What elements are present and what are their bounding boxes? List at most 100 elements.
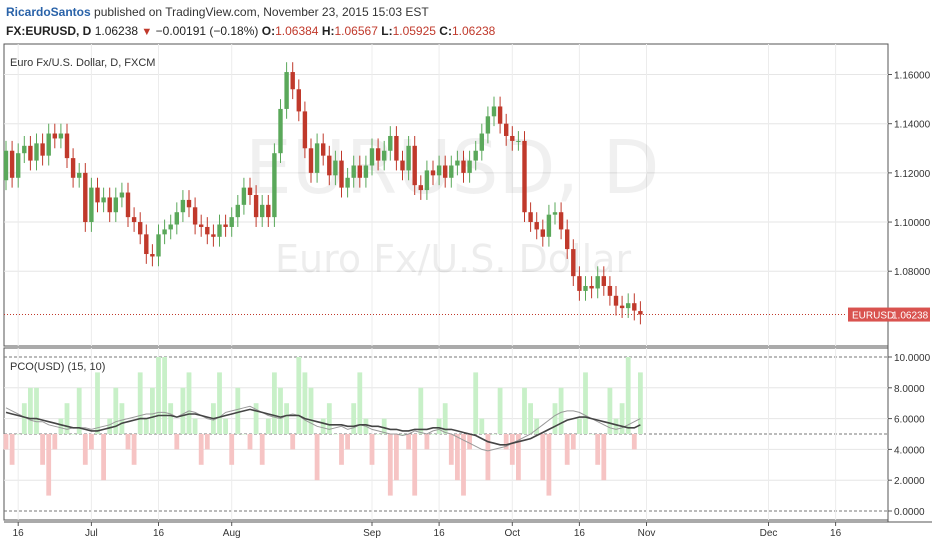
pco-bar bbox=[150, 387, 155, 434]
pco-bar bbox=[400, 434, 405, 435]
price-pane-title: Euro Fx/U.S. Dollar, D, FXCM bbox=[10, 57, 155, 69]
candle-body bbox=[168, 224, 173, 230]
candle-body bbox=[589, 285, 594, 289]
pco-bar bbox=[40, 434, 45, 465]
pco-bar bbox=[125, 434, 131, 450]
indicator-pane-title: PCO(USD) (15, 10) bbox=[10, 361, 105, 373]
pco-bar bbox=[76, 387, 82, 434]
pco-bar bbox=[265, 418, 271, 434]
candle-body bbox=[369, 148, 375, 166]
candle-body bbox=[613, 295, 619, 306]
pco-bar bbox=[442, 403, 448, 434]
candle-body bbox=[558, 212, 564, 230]
pco-bar bbox=[235, 387, 241, 434]
author-link[interactable]: RicardoSantos bbox=[6, 5, 91, 19]
pco-bar bbox=[339, 434, 344, 465]
pco-bar bbox=[448, 434, 454, 465]
high-value: 1.06567 bbox=[334, 24, 378, 38]
candles bbox=[3, 62, 643, 325]
candle-body bbox=[162, 229, 167, 235]
pco-bar bbox=[9, 434, 15, 465]
candle-body bbox=[443, 165, 448, 178]
candle-body bbox=[510, 135, 515, 141]
time-tick-label: 16 bbox=[153, 528, 165, 539]
candle-body bbox=[540, 229, 545, 237]
pco-bar bbox=[95, 372, 100, 434]
pco-bar bbox=[290, 434, 296, 450]
time-tick-label: Sep bbox=[363, 528, 381, 539]
candle-body bbox=[272, 153, 277, 218]
pco-bar bbox=[58, 418, 64, 434]
pco-bar bbox=[638, 372, 643, 434]
open-label: O: bbox=[261, 24, 276, 38]
candle-body bbox=[497, 106, 503, 124]
candle-body bbox=[89, 187, 94, 223]
time-tick-label: 16 bbox=[830, 528, 842, 539]
candle-body bbox=[46, 133, 51, 156]
candle-body bbox=[131, 217, 137, 223]
candle-body bbox=[52, 133, 57, 139]
candle-body bbox=[504, 123, 509, 136]
pco-bar bbox=[64, 403, 70, 434]
candle-body bbox=[406, 145, 411, 171]
pco-bar bbox=[198, 434, 204, 465]
time-tick-label: Nov bbox=[638, 528, 656, 539]
pco-bar bbox=[296, 357, 302, 434]
candle-body bbox=[205, 226, 210, 235]
pco-bar bbox=[204, 434, 210, 450]
high-label: H: bbox=[321, 24, 335, 38]
pco-bar bbox=[259, 434, 265, 465]
pco-bar bbox=[284, 403, 289, 434]
publish-line: RicardoSantos published on TradingView.c… bbox=[6, 5, 429, 19]
pco-bar bbox=[583, 372, 588, 434]
candle-body bbox=[436, 165, 442, 176]
candle-body bbox=[186, 199, 192, 208]
candle-body bbox=[412, 145, 417, 186]
pco-bar bbox=[619, 403, 625, 434]
candle-body bbox=[528, 212, 533, 223]
candle-body bbox=[357, 165, 362, 178]
pco-bar bbox=[137, 372, 143, 434]
candle-body bbox=[455, 160, 460, 166]
close-value: 1.06238 bbox=[451, 24, 496, 38]
price-scale[interactable]: 1.16000 1.14000 1.12000 1.10000 1.08000 bbox=[888, 71, 931, 279]
low-label: L: bbox=[381, 24, 393, 38]
pco-bar bbox=[278, 387, 283, 434]
pco-bar bbox=[522, 387, 527, 434]
price-tick-label: 1.10000 bbox=[894, 218, 931, 229]
pco-bar bbox=[351, 403, 357, 434]
candle-body bbox=[247, 187, 253, 195]
candle-body bbox=[211, 234, 216, 237]
candle-body bbox=[302, 111, 308, 149]
indicator-tick-label: 4.0000 bbox=[894, 445, 925, 456]
candle-body bbox=[601, 276, 606, 286]
time-scale[interactable]: 16 Jul 16 Aug Sep 16 Oct 16 Nov Dec 16 bbox=[13, 522, 842, 539]
pco-bar bbox=[509, 434, 515, 465]
candle-body bbox=[180, 199, 186, 213]
time-tick-label: Aug bbox=[223, 528, 241, 539]
candle-body bbox=[229, 217, 234, 227]
pco-bar bbox=[528, 403, 533, 434]
candle-body bbox=[3, 150, 9, 181]
candle-body bbox=[430, 170, 436, 176]
candle-body bbox=[199, 224, 204, 227]
price-change: −0.00191 (−0.18%) bbox=[155, 24, 259, 38]
indicator-tick-label: 10.0000 bbox=[894, 353, 931, 364]
pco-bar bbox=[607, 387, 613, 434]
candle-body bbox=[83, 172, 88, 223]
candle-body bbox=[388, 135, 393, 151]
price-tick-label: 1.08000 bbox=[894, 267, 931, 278]
description-watermark: Euro Fx/U.S. Dollar bbox=[275, 237, 631, 281]
chart-header: RicardoSantos published on TradingView.c… bbox=[0, 0, 932, 44]
price-tick-label: 1.12000 bbox=[894, 169, 931, 180]
candle-body bbox=[345, 177, 350, 188]
pco-bar bbox=[320, 418, 326, 434]
indicator-scale[interactable]: 10.0000 8.0000 6.0000 4.0000 2.0000 0.0000 bbox=[888, 353, 931, 518]
symbol-label[interactable]: FX:EURUSD, D bbox=[6, 24, 92, 38]
pco-bar bbox=[430, 434, 436, 435]
pco-bar bbox=[516, 434, 521, 481]
candle-body bbox=[626, 303, 631, 309]
pco-bar bbox=[168, 403, 174, 434]
candle-body bbox=[467, 160, 472, 173]
